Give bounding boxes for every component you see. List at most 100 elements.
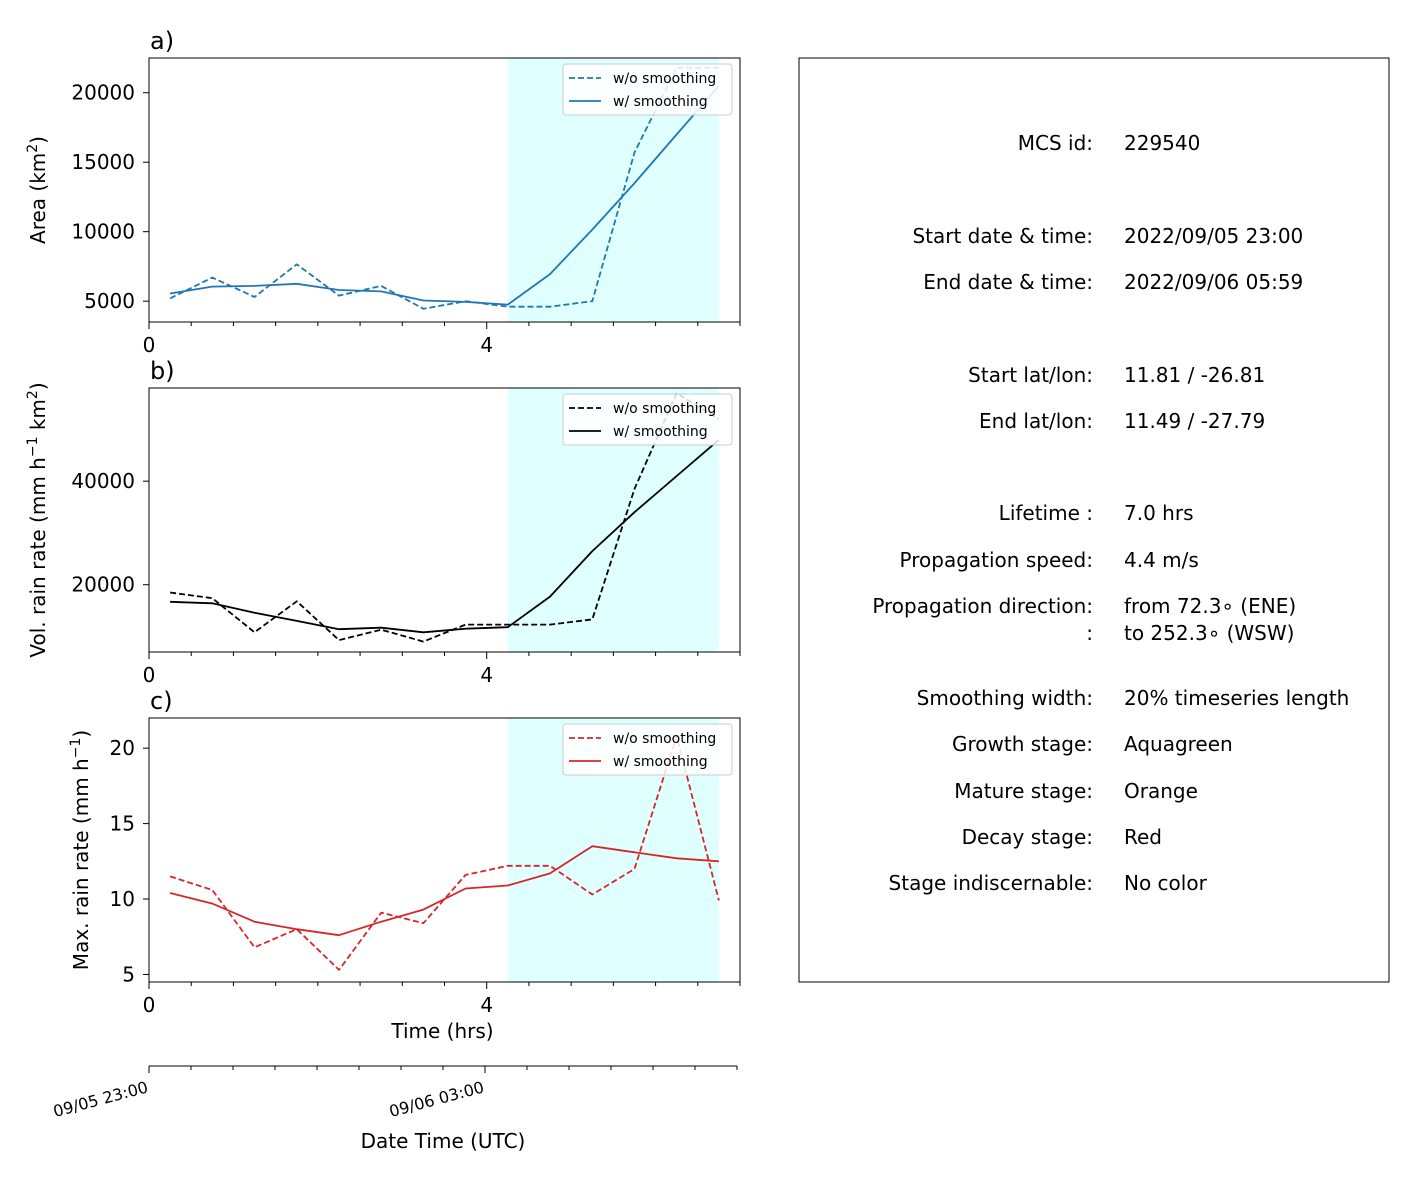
datetime-axis-label: Date Time (UTC) bbox=[361, 1129, 526, 1153]
info-value: 2022/09/06 05:59 bbox=[1124, 270, 1303, 294]
info-label: MCS id: bbox=[1018, 131, 1093, 155]
datetime-axis: 09/05 23:00 09/06 03:00 Date Time (UTC) bbox=[51, 1065, 738, 1153]
legend: w/o smoothing w/ smoothing bbox=[562, 393, 733, 446]
y-tick-label: 20 bbox=[110, 736, 135, 760]
legend-box bbox=[562, 63, 733, 116]
info-label: Stage indiscernable: bbox=[889, 871, 1093, 895]
info-label: Growth stage: bbox=[952, 732, 1093, 756]
info-value: 20% timeseries length bbox=[1124, 686, 1349, 710]
info-value: Orange bbox=[1124, 779, 1198, 803]
info-label: End date & time: bbox=[923, 270, 1093, 294]
y-axis-label-text: ) bbox=[69, 730, 93, 738]
y-axis-label-text: km bbox=[26, 399, 50, 436]
info-row: End date & time: 2022/09/06 05:59 bbox=[923, 270, 1303, 294]
series-line-raw bbox=[169, 392, 720, 643]
y-tick-label: 15000 bbox=[71, 150, 135, 174]
x-tick-label: 4 bbox=[480, 663, 493, 687]
info-value: Red bbox=[1124, 825, 1162, 849]
x-tick-label: 0 bbox=[143, 663, 156, 687]
legend-label: w/ smoothing bbox=[613, 754, 708, 770]
x-tick-label: 0 bbox=[143, 333, 156, 357]
info-row: Propagation speed: 4.4 m/s bbox=[900, 548, 1199, 572]
y-axis-label-sup: 2 bbox=[25, 390, 41, 399]
info-value: Aquagreen bbox=[1124, 732, 1233, 756]
legend-box bbox=[562, 393, 733, 446]
y-axis-label-sup: 2 bbox=[25, 144, 41, 153]
info-box bbox=[798, 57, 1390, 983]
info-row: Stage indiscernable: No color bbox=[889, 871, 1208, 895]
legend-box bbox=[562, 723, 733, 776]
info-value: 4.4 m/s bbox=[1124, 548, 1199, 572]
y-axis-label-sup: −1 bbox=[25, 437, 41, 458]
info-row: Lifetime : 7.0 hrs bbox=[999, 501, 1194, 525]
info-row: Mature stage: Orange bbox=[954, 779, 1198, 803]
info-row: Start lat/lon: 11.81 / -26.81 bbox=[968, 363, 1265, 387]
panel-a: 5000 10000 15000 20000 0 4 a) Area (km2) w/o smo… bbox=[25, 27, 741, 357]
y-tick-label: 15 bbox=[110, 812, 135, 836]
x-tick-label: 4 bbox=[480, 993, 493, 1017]
series-line-raw bbox=[169, 66, 719, 310]
info-value: No color bbox=[1124, 871, 1208, 895]
y-tick-label: 5000 bbox=[84, 289, 135, 313]
info-label: Mature stage: bbox=[954, 779, 1093, 803]
x-tick-label: 0 bbox=[143, 993, 156, 1017]
info-label: Propagation speed: bbox=[900, 548, 1093, 572]
x-axis-label: Time (hrs) bbox=[390, 1019, 493, 1043]
info-value: to 252.3∘ (WSW) bbox=[1124, 621, 1294, 645]
info-value: 11.81 / -26.81 bbox=[1124, 363, 1265, 387]
y-axis-label-text: ) bbox=[26, 382, 50, 390]
legend-label: w/ smoothing bbox=[613, 94, 708, 110]
info-row: MCS id: 229540 bbox=[1018, 131, 1201, 155]
legend: w/o smoothing w/ smoothing bbox=[562, 63, 733, 116]
info-value: 11.49 / -27.79 bbox=[1124, 409, 1265, 433]
series-line-raw bbox=[169, 735, 720, 971]
y-axis-label-sup: −1 bbox=[68, 738, 84, 759]
y-tick-label: 10 bbox=[110, 887, 135, 911]
legend: w/o smoothing w/ smoothing bbox=[562, 723, 733, 776]
info-label: Start lat/lon: bbox=[968, 363, 1093, 387]
info-label: Decay stage: bbox=[962, 825, 1093, 849]
legend-label: w/o smoothing bbox=[613, 71, 716, 87]
y-axis-label: Max. rain rate (mm h−1) bbox=[68, 730, 93, 970]
panel-label: c) bbox=[150, 687, 173, 715]
info-row: : to 252.3∘ (WSW) bbox=[1086, 621, 1294, 645]
y-axis-label-text: Max. rain rate (mm h bbox=[69, 758, 93, 970]
info-value: 7.0 hrs bbox=[1124, 501, 1193, 525]
panel-c: 5 10 15 20 0 4 c) Max. rain rate (mm h−1) Time (… bbox=[68, 687, 741, 1043]
panel-b: 20000 40000 0 4 b) Vol. rain rate (mm h−1 km2… bbox=[25, 357, 741, 687]
y-tick-label: 10000 bbox=[71, 220, 135, 244]
info-row: Start date & time: 2022/09/05 23:00 bbox=[912, 224, 1303, 248]
y-tick-label: 20000 bbox=[71, 573, 135, 597]
info-row: Propagation direction: from 72.3∘ (ENE) bbox=[872, 594, 1296, 618]
info-value: 229540 bbox=[1124, 131, 1200, 155]
info-label: End lat/lon: bbox=[979, 409, 1093, 433]
info-row: Smoothing width: 20% timeseries length bbox=[917, 686, 1350, 710]
info-panel: MCS id: 229540 Start date & time: 2022/09/0… bbox=[798, 57, 1390, 983]
info-value: from 72.3∘ (ENE) bbox=[1124, 594, 1296, 618]
y-axis-label-text: ) bbox=[26, 136, 50, 144]
info-row: Decay stage: Red bbox=[962, 825, 1162, 849]
info-value: 2022/09/05 23:00 bbox=[1124, 224, 1303, 248]
info-label: Start date & time: bbox=[912, 224, 1093, 248]
info-label: Propagation direction: bbox=[872, 594, 1093, 618]
info-label: Smoothing width: bbox=[917, 686, 1093, 710]
info-label: Lifetime : bbox=[999, 501, 1093, 525]
y-tick-label: 40000 bbox=[71, 469, 135, 493]
y-tick-label: 20000 bbox=[71, 81, 135, 105]
panel-label: a) bbox=[150, 27, 174, 55]
legend-label: w/o smoothing bbox=[613, 731, 716, 747]
y-tick-label: 5 bbox=[122, 962, 135, 986]
series-line-smoothed bbox=[169, 845, 719, 937]
datetime-tick-label: 09/06 03:00 bbox=[387, 1078, 486, 1122]
datetime-tick-label: 09/05 23:00 bbox=[51, 1078, 150, 1122]
y-axis-label-text: Area (km bbox=[26, 153, 50, 244]
y-axis-label: Vol. rain rate (mm h−1 km2) bbox=[25, 382, 50, 657]
series-line-smoothed bbox=[169, 85, 720, 306]
panel-label: b) bbox=[150, 357, 175, 385]
x-tick-label: 4 bbox=[480, 333, 493, 357]
y-axis-label: Area (km2) bbox=[25, 136, 50, 244]
info-label: : bbox=[1086, 621, 1093, 645]
info-row: End lat/lon: 11.49 / -27.79 bbox=[979, 409, 1265, 433]
series-line-smoothed bbox=[170, 439, 720, 634]
